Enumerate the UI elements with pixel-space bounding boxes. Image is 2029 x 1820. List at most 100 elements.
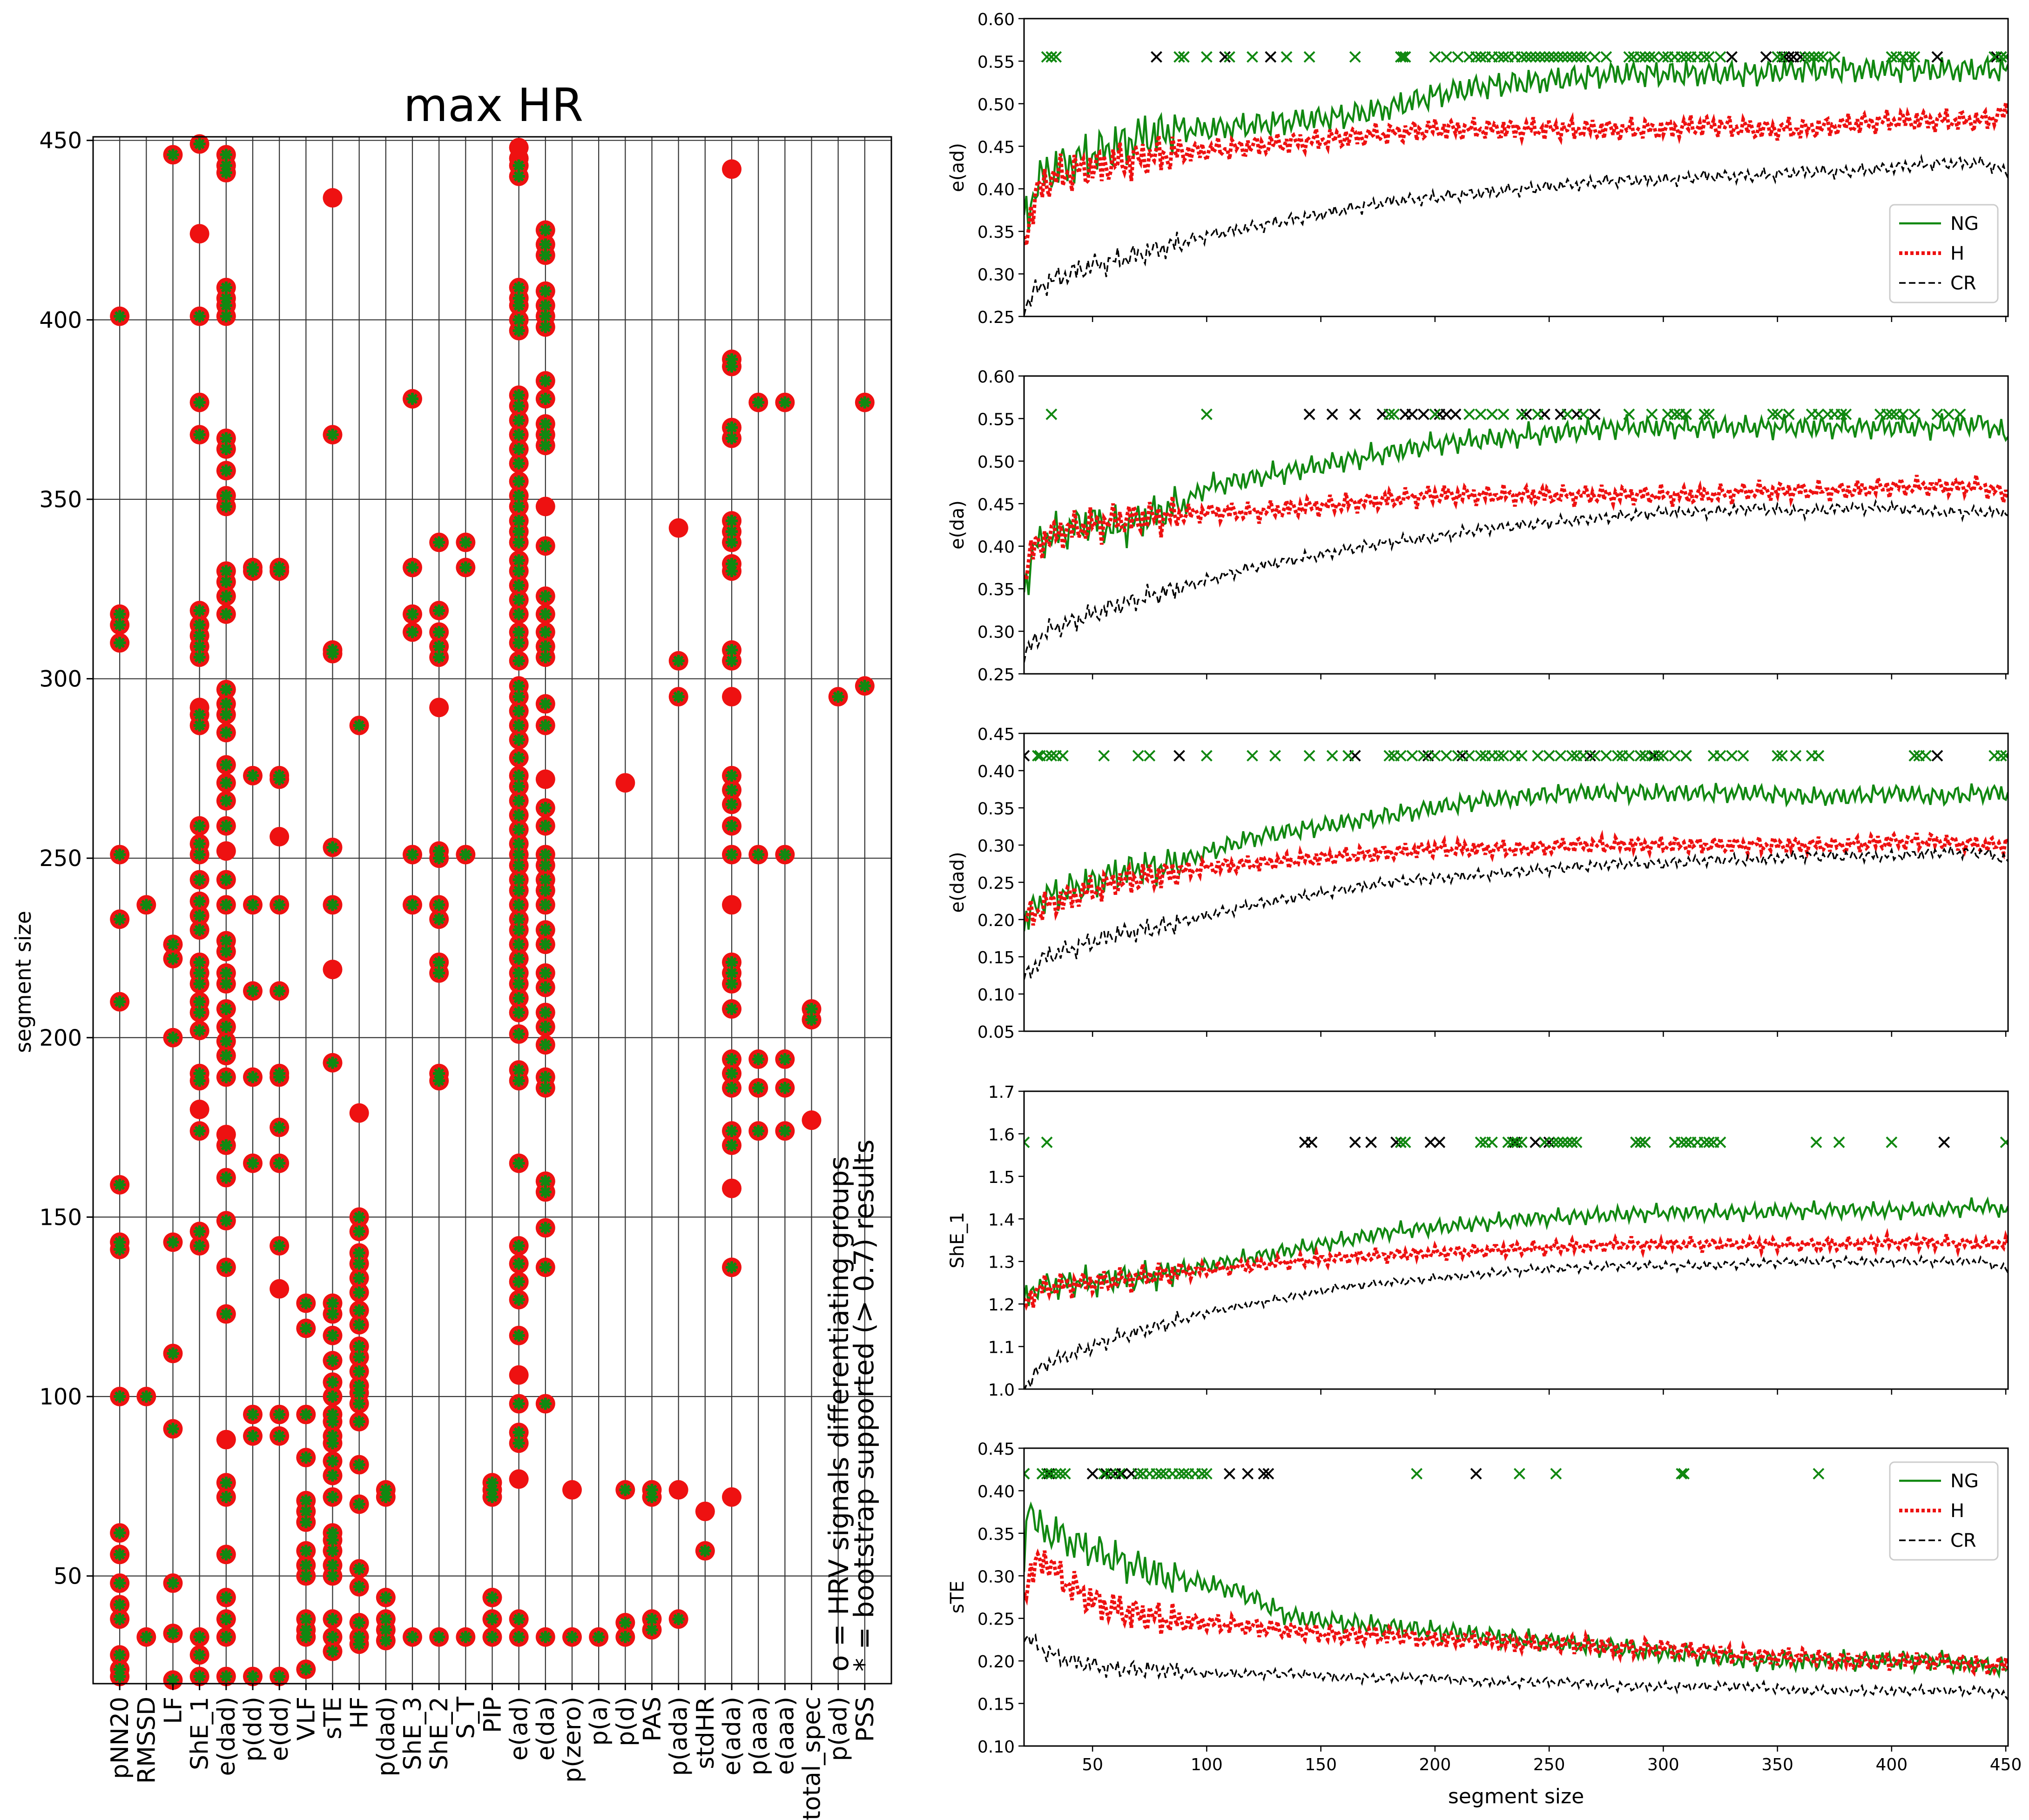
y-tick-label: 1.1: [988, 1338, 1015, 1357]
marker-stroke: [1417, 408, 1429, 420]
marker-stroke: [1810, 1136, 1822, 1148]
y-tick-label: 0.45: [977, 495, 1015, 514]
significance-marker-green: [1680, 408, 1692, 420]
y-axis-label: e(da): [947, 500, 968, 550]
marker-stroke: [1144, 750, 1156, 762]
point-star: [247, 1670, 259, 1683]
star-stroke: [354, 1581, 364, 1592]
y-tick-label: 1.5: [988, 1168, 1015, 1187]
marker-stroke: [1173, 750, 1185, 762]
significance-marker-green: [1680, 51, 1692, 63]
significance-marker-green: [1908, 750, 1921, 762]
significance-marker-green: [1920, 750, 1932, 762]
star-stroke: [407, 1632, 418, 1642]
star-stroke: [566, 1632, 578, 1642]
x-tick-label: stdHR: [692, 1697, 720, 1769]
star-stroke: [513, 315, 524, 325]
point-star: [539, 392, 552, 405]
significance-marker-black: [1726, 51, 1738, 63]
star-stroke: [780, 1126, 790, 1136]
star-stroke: [221, 900, 232, 910]
y-tick-label: 0.40: [977, 181, 1015, 200]
x-tick-label: ShE_3: [399, 1697, 427, 1770]
star-stroke: [433, 641, 445, 652]
star-stroke: [726, 1140, 737, 1151]
marker-stroke: [1178, 51, 1190, 63]
point-star: [539, 884, 552, 897]
star-stroke: [194, 896, 205, 907]
significance-marker-green: [1520, 51, 1532, 63]
star-stroke: [620, 1617, 631, 1628]
marker-stroke: [1452, 750, 1464, 762]
point-star: [247, 1157, 259, 1169]
point-star: [353, 1631, 365, 1643]
marker-stroke: [1114, 1468, 1126, 1480]
star-stroke: [221, 759, 232, 770]
y-tick-label: 0.35: [977, 223, 1015, 242]
star-stroke: [354, 1617, 364, 1628]
marker-stroke: [1532, 750, 1544, 762]
marker-stroke: [1737, 750, 1749, 762]
point-circle: [509, 1365, 529, 1385]
star-stroke: [540, 885, 551, 896]
star-stroke: [753, 1126, 764, 1136]
significance-marker-green: [1833, 1136, 1845, 1148]
star-stroke: [407, 627, 418, 638]
star-stroke: [513, 565, 524, 577]
star-stroke: [221, 1613, 232, 1625]
point-star: [512, 1329, 525, 1342]
star-stroke: [168, 1032, 178, 1043]
y-tick-label: 0.15: [977, 1695, 1015, 1714]
point-star: [726, 432, 738, 444]
x-tick-label: p(dd): [239, 1697, 267, 1762]
point-star: [512, 1075, 525, 1087]
significance-marker-green: [1657, 750, 1669, 762]
star-stroke: [513, 978, 524, 989]
star-stroke: [114, 1527, 125, 1538]
marker-stroke: [2000, 1138, 2008, 1148]
point-circle: [429, 698, 449, 718]
significance-marker-green: [1639, 51, 1651, 63]
significance-marker-green: [1676, 1136, 1688, 1148]
y-tick-label: 400: [39, 307, 82, 333]
point-star: [539, 608, 552, 620]
point-star: [726, 1125, 738, 1137]
marker-stroke: [1776, 750, 1788, 762]
point-star: [326, 644, 339, 656]
significance-marker-green: [1680, 750, 1692, 762]
marker-stroke: [1543, 51, 1555, 63]
significance-marker-green: [1828, 51, 1840, 63]
point-circle: [722, 895, 741, 915]
x-tick-label: 350: [1761, 1755, 1793, 1774]
marker-stroke: [1395, 51, 1407, 63]
significance-marker-green: [1041, 750, 1053, 762]
star-stroke: [513, 770, 524, 781]
marker-stroke: [1406, 750, 1418, 762]
point-star: [726, 421, 738, 434]
significance-marker-green: [1548, 1136, 1560, 1148]
point-star: [220, 1035, 232, 1048]
y-tick-label: 0.25: [977, 874, 1015, 893]
star-stroke: [513, 1158, 524, 1169]
significance-marker-green: [1680, 1136, 1692, 1148]
star-stroke: [726, 1054, 737, 1065]
star-stroke: [726, 1068, 737, 1079]
star-stroke: [726, 526, 737, 537]
x-tick-label: sTE: [319, 1697, 347, 1739]
point-star: [646, 1484, 658, 1496]
y-tick-label: 0.30: [977, 623, 1015, 642]
point-star: [539, 429, 552, 441]
star-stroke: [513, 401, 524, 411]
marker-stroke: [1639, 1136, 1651, 1148]
point-star: [353, 1340, 365, 1353]
point-star: [406, 626, 418, 638]
point-star: [512, 565, 525, 578]
star-stroke: [513, 1258, 524, 1269]
significance-marker-green: [1470, 51, 1482, 63]
significance-marker-green: [1144, 750, 1156, 762]
star-stroke: [726, 645, 737, 656]
point-star: [512, 967, 525, 979]
chart-title: max HR: [404, 79, 583, 132]
marker-stroke: [1057, 750, 1069, 762]
significance-marker-green: [1475, 1136, 1487, 1148]
